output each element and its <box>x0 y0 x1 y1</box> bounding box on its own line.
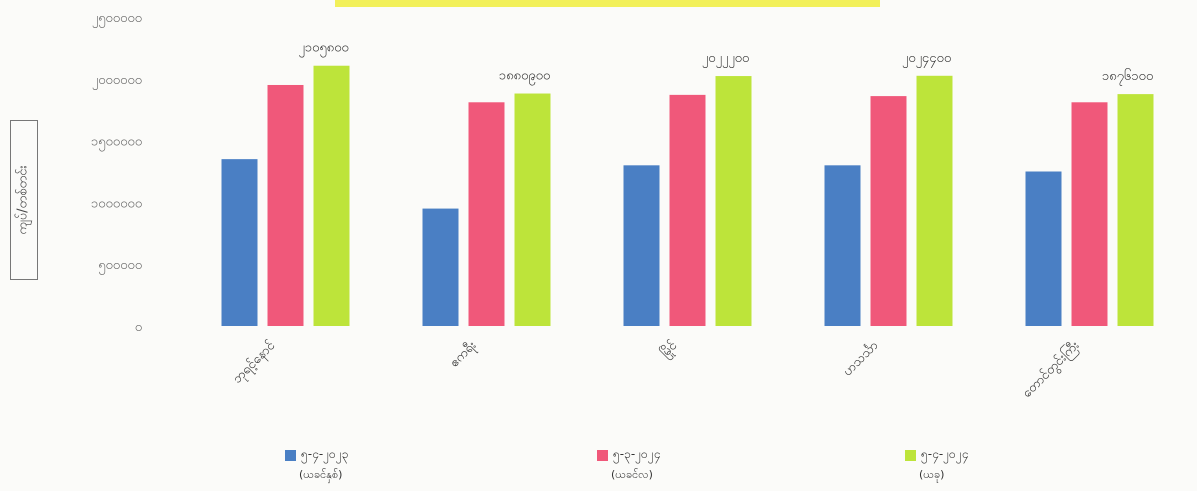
legend-row: ၅-၄-၂၀၂၃ <box>285 446 348 464</box>
y-tick-label: ၂၅၀၀၀၀၀ <box>92 11 142 28</box>
y-tick-label: ၁၀၀၀၀၀၀ <box>91 196 142 211</box>
bar <box>221 159 258 326</box>
legend-item: ၅-၄-၂၀၂၃ (ယခင်နှစ်) <box>285 446 348 484</box>
legend-row: ၅-၃-၂၀၂၄ <box>597 446 660 464</box>
bar <box>514 93 551 327</box>
x-category-label: ဘုရင့်နောင် <box>229 337 280 388</box>
bar <box>422 208 459 326</box>
legend-item: ၅-၄-၂၀၂၄ (ယခု) <box>905 446 968 484</box>
bar <box>623 165 660 326</box>
x-category-label: ဧကရီး <box>446 338 481 373</box>
x-category-label: မြိုင် <box>656 336 682 362</box>
legend-label: ၅-၄-၂၀၂၃ <box>301 447 349 461</box>
bar <box>870 96 907 326</box>
legend-label: ၅-၄-၂၀၂၄ <box>921 447 969 461</box>
legend-sublabel: (ယခင်လ) <box>611 468 653 481</box>
legend-sublabel: (ယခင်နှစ်) <box>299 468 343 481</box>
x-category-label: ဟသင်္သာ <box>839 338 881 380</box>
bar <box>824 165 861 326</box>
bar <box>1025 171 1062 326</box>
y-axis-label: ကျပ်/တစ်တင်း <box>15 165 31 235</box>
legend-swatch <box>905 449 916 461</box>
data-label: ၁၈၈၀၉၀၀ <box>499 69 550 86</box>
y-tick-label: ၅၀၀၀၀၀ <box>98 258 142 275</box>
y-axis-label-box: ကျပ်/တစ်တင်း <box>10 120 38 280</box>
data-label: ၁၈၇၆၁၀၀ <box>1102 68 1153 86</box>
bar <box>669 94 706 326</box>
title-highlight-bar <box>335 0 880 7</box>
data-label: ၂၀၂၂၂၀၀ <box>702 51 749 68</box>
bar-chart: ၀ ၅၀၀၀၀၀ ၁၀၀၀၀၀၀ ၁၅၀၀၀၀၀ ၂၀၀၀၀၀၀ ၂၅၀၀၀၀၀၂၁၀၅၈… <box>91 11 1154 403</box>
legend-swatch <box>285 449 296 461</box>
bar <box>313 65 350 327</box>
legend: ၅-၄-၂၀၂၃ (ယခင်နှစ်) ၅-၃-၂၀၂၄ (ယခင်လ) ၅-၄-၂၀၂… <box>0 446 1197 486</box>
x-category-label: တောင်တွင်းကြီး <box>1018 337 1084 403</box>
legend-label: ၅-၃-၂၀၂၄ <box>613 447 661 461</box>
y-tick-label: ၁၅၀၀၀၀၀ <box>91 135 142 152</box>
bar <box>1117 94 1154 326</box>
y-tick-label: ၀ <box>135 320 142 335</box>
y-tick-label: ၂၀၀၀၀၀၀ <box>92 73 142 90</box>
data-label: ၂၁၀၅၈၀၀ <box>298 41 348 58</box>
data-label: ၂၀၂၄၄၀၀ <box>902 51 951 68</box>
legend-row: ၅-၄-၂၀၂၄ <box>905 446 968 464</box>
bar <box>1071 102 1108 326</box>
bar <box>468 102 505 326</box>
bar <box>916 75 953 327</box>
legend-swatch <box>597 449 608 461</box>
legend-item: ၅-၃-၂၀၂၄ (ယခင်လ) <box>597 446 660 484</box>
bar <box>267 84 304 326</box>
legend-sublabel: (ယခု) <box>919 468 945 481</box>
bar <box>715 76 752 326</box>
